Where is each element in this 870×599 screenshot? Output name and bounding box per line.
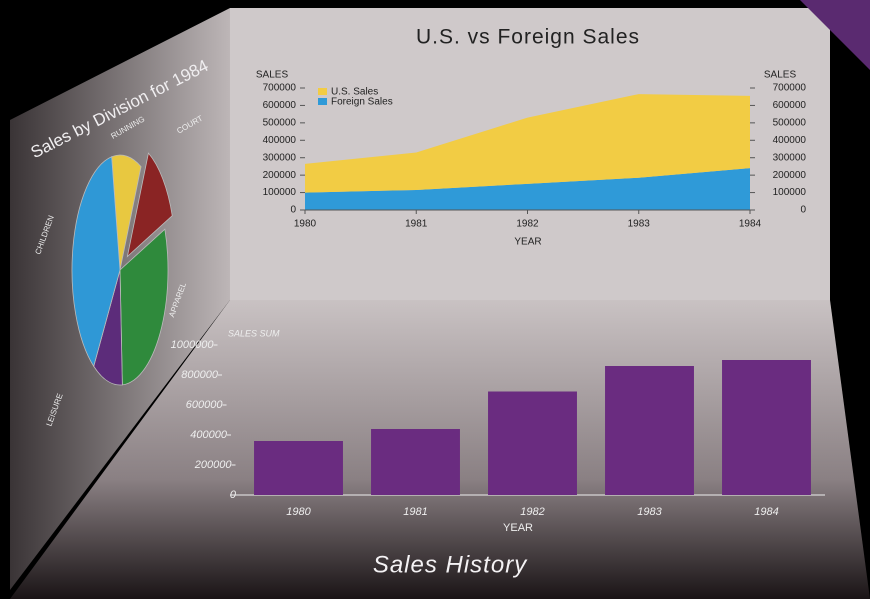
bar bbox=[371, 429, 460, 495]
y-tick-label: 600000 bbox=[263, 100, 297, 111]
y2-tick-label: 200000 bbox=[773, 170, 807, 181]
legend-swatch bbox=[318, 98, 327, 105]
pie-slice bbox=[71, 156, 121, 368]
bar-chart: SALES SUM0200000400000600000800000100000… bbox=[171, 328, 825, 578]
y2-tick-label: 600000 bbox=[773, 100, 807, 111]
bar bbox=[254, 441, 343, 495]
area-title: U.S. vs Foreign Sales bbox=[416, 26, 640, 49]
x-tick-label: 1982 bbox=[516, 219, 539, 230]
legend-label: U.S. Sales bbox=[331, 87, 378, 98]
x-tick-label: 1980 bbox=[286, 506, 311, 518]
area bbox=[305, 94, 750, 193]
area bbox=[305, 168, 750, 210]
y-tick-label: 800000 bbox=[181, 369, 219, 381]
x-tick-label: 1981 bbox=[403, 506, 427, 518]
bar bbox=[722, 360, 811, 495]
pie-slice bbox=[119, 228, 169, 386]
legend-swatch bbox=[318, 88, 327, 95]
y2-tick-label: 300000 bbox=[773, 152, 807, 163]
y-tick-label: 200000 bbox=[263, 170, 297, 181]
bar-title: Sales History bbox=[373, 551, 528, 578]
y-tick-label: 0 bbox=[290, 205, 296, 216]
y-axis-label: SALES SUM bbox=[228, 328, 280, 338]
corner bbox=[800, 0, 870, 70]
y-tick-label: 400000 bbox=[263, 135, 297, 146]
y-axis-label: SALES bbox=[256, 70, 289, 81]
y-tick-label: 100000 bbox=[263, 187, 297, 198]
y2-tick-label: 700000 bbox=[773, 83, 807, 94]
x-tick-label: 1984 bbox=[754, 506, 778, 518]
x-tick-label: 1982 bbox=[520, 506, 544, 518]
pie-slice bbox=[126, 152, 173, 258]
y2-tick-label: 100000 bbox=[773, 187, 807, 198]
y2-axis-label: SALES bbox=[764, 70, 797, 81]
y-tick-label: 600000 bbox=[186, 399, 224, 411]
x-axis-label: YEAR bbox=[503, 522, 533, 534]
legend-label: Foreign Sales bbox=[331, 97, 393, 108]
y2-tick-label: 0 bbox=[800, 205, 806, 216]
y-tick-label: 700000 bbox=[263, 83, 297, 94]
y-tick-label: 200000 bbox=[194, 459, 233, 471]
x-tick-label: 1984 bbox=[739, 219, 762, 230]
y-tick-label: 500000 bbox=[263, 117, 297, 128]
x-tick-label: 1983 bbox=[637, 506, 662, 518]
x-tick-label: 1983 bbox=[628, 219, 651, 230]
x-tick-label: 1981 bbox=[405, 219, 428, 230]
y2-tick-label: 400000 bbox=[773, 135, 807, 146]
y-tick-label: 400000 bbox=[190, 429, 228, 441]
bar bbox=[605, 366, 694, 495]
pie-slice bbox=[93, 269, 123, 386]
y-tick-label: 1000000 bbox=[171, 339, 215, 351]
x-axis-label: YEAR bbox=[514, 237, 541, 248]
area-chart: U.S. vs Foreign Sales SALES SALES 0 100000 20… bbox=[256, 26, 807, 248]
bar bbox=[488, 391, 577, 495]
y2-tick-label: 500000 bbox=[773, 117, 807, 128]
pie-slice bbox=[111, 154, 142, 271]
x-tick-label: 1980 bbox=[294, 219, 317, 230]
y-tick-label: 300000 bbox=[263, 152, 297, 163]
